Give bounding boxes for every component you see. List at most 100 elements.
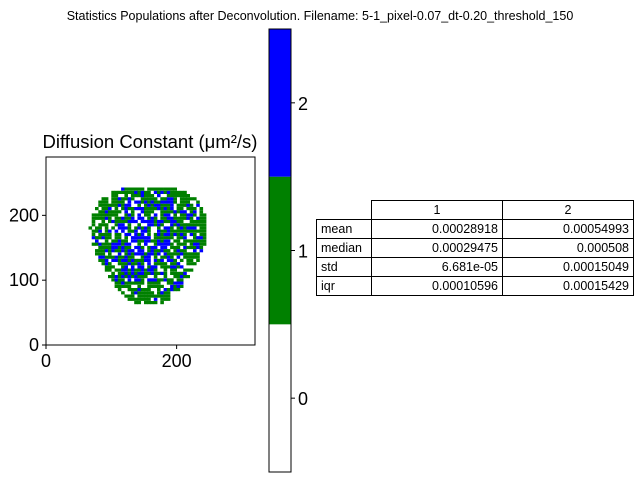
heatmap-pixel [114, 207, 119, 211]
heatmap-pixel [130, 239, 135, 243]
heatmap-pixel [183, 200, 187, 204]
heatmap-pixel [163, 190, 168, 194]
heatmap-pixel [147, 281, 151, 285]
heatmap-pixel [186, 194, 190, 198]
heatmap-pixel [101, 249, 106, 253]
heatmap-pixel [160, 187, 164, 191]
heatmap-pixel [130, 194, 135, 198]
heatmap-pixel [140, 255, 145, 259]
heatmap-pixel [186, 252, 190, 256]
heatmap-pixel [124, 207, 128, 211]
heatmap-pixel [121, 226, 125, 230]
heatmap-pixel [127, 271, 132, 275]
heatmap-pixel [170, 265, 174, 269]
heatmap-pixel [153, 245, 158, 250]
heatmap-pixel [117, 258, 122, 262]
heatmap-pixel [121, 242, 125, 246]
heatmap-pixel [166, 294, 171, 298]
heatmap-pixel [130, 219, 135, 224]
heatmap-pixel [111, 219, 115, 224]
heatmap-pixel [202, 223, 207, 227]
heatmap-pixel [98, 249, 102, 253]
heatmap-pixel [124, 245, 128, 250]
heatmap-pixel [117, 255, 122, 259]
heatmap-pixel [140, 294, 145, 298]
heatmap-pixel [104, 258, 109, 262]
heatmap-pixel [157, 229, 161, 233]
heatmap-pixel [140, 197, 145, 201]
heatmap-pixel [137, 291, 141, 295]
heatmap-pixel [117, 262, 122, 266]
heatmap-pixel [134, 194, 138, 198]
heatmap-pixel [101, 197, 106, 201]
heatmap-pixel [114, 197, 119, 201]
heatmap-pixel [91, 213, 96, 217]
heatmap-pixel [176, 194, 181, 198]
heatmap-pixel [108, 236, 112, 240]
heatmap-pixel [189, 226, 194, 230]
heatmap-pixel [134, 262, 138, 266]
heatmap-pixel [140, 291, 145, 295]
heatmap-pixel [150, 271, 155, 275]
heatmap-pixel [157, 200, 161, 204]
heatmap-pixel [137, 213, 141, 217]
heatmap-pixel [160, 219, 164, 224]
heatmap-pixel [193, 242, 197, 246]
heatmap-pixel [140, 232, 145, 237]
heatmap-pixel [108, 216, 112, 220]
heatmap-pixel [130, 275, 135, 279]
heatmap-pixel [114, 284, 119, 288]
table-cell: 6.681e-05 [371, 257, 503, 277]
heatmap-pixel [95, 249, 99, 253]
heatmap-pixel [147, 249, 151, 253]
heatmap-pixel [130, 271, 135, 275]
heatmap-pixel [114, 223, 119, 227]
heatmap-pixel [196, 216, 200, 220]
heatmap-pixel [173, 232, 177, 237]
heatmap-pixel [170, 232, 174, 237]
heatmap-pixel [98, 252, 102, 256]
heatmap-pixel [98, 229, 102, 233]
heatmap-pixel [111, 245, 115, 250]
heatmap-pixel [202, 226, 207, 230]
heatmap-pixel [127, 197, 132, 201]
heatmap-pixel [134, 258, 138, 262]
heatmap-pixel [196, 203, 200, 207]
table-row-label: iqr [316, 276, 372, 296]
heatmap-y-ticks: 0 100 200 [9, 205, 46, 355]
heatmap-pixel [202, 236, 207, 240]
heatmap-pixel [170, 284, 174, 288]
heatmap-pixel [166, 219, 171, 224]
heatmap-pixel [111, 194, 115, 198]
heatmap-pixel [108, 255, 112, 259]
heatmap-pixel [196, 239, 200, 243]
heatmap-pixel [153, 216, 158, 220]
heatmap-pixel [150, 268, 155, 272]
heatmap-pixel [114, 203, 119, 207]
heatmap-pixel [163, 265, 168, 269]
heatmap-pixel [114, 242, 119, 246]
heatmap-pixel [163, 242, 168, 246]
heatmap-pixel [179, 226, 184, 230]
heatmap-pixel [101, 236, 106, 240]
heatmap-pixel [95, 226, 99, 230]
heatmap-pixel [114, 249, 119, 253]
heatmap-pixel [104, 255, 109, 259]
heatmap-pixel [114, 255, 119, 259]
heatmap-pixel [101, 200, 106, 204]
heatmap-pixel [189, 242, 194, 246]
heatmap-pixel [121, 187, 125, 191]
heatmap-pixel [199, 229, 204, 233]
heatmap-pixel [144, 203, 148, 207]
heatmap-pixel [121, 262, 125, 266]
heatmap-pixel [196, 245, 200, 250]
heatmap-pixel [127, 216, 132, 220]
heatmap-pixel [114, 236, 119, 240]
heatmap-pixel [130, 210, 135, 214]
heatmap-pixel [124, 190, 128, 194]
heatmap-pixel [183, 197, 187, 201]
heatmap-pixel [111, 226, 115, 230]
heatmap-pixel [127, 255, 132, 259]
heatmap-pixel [101, 219, 106, 224]
heatmap-pixel [104, 213, 109, 217]
